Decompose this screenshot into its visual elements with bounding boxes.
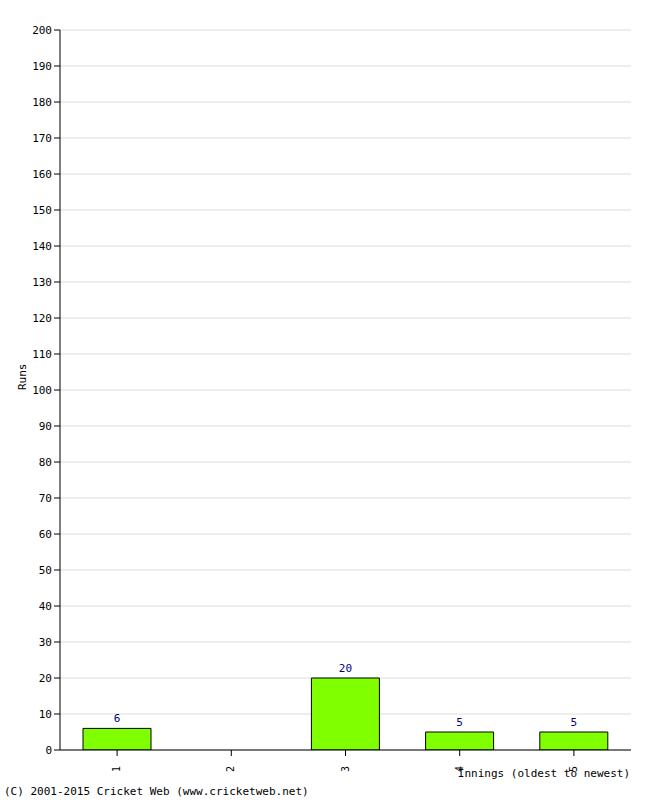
svg-text:3: 3 [340,766,351,772]
svg-text:30: 30 [39,636,52,649]
svg-text:130: 130 [32,276,52,289]
svg-text:170: 170 [32,132,52,145]
svg-text:50: 50 [39,564,52,577]
html-text:(C) 2001-2015 Cricket Web (www: (C) 2001-2015 Cricket Web (www.cricketwe… [4,785,309,798]
html-text:Innings (oldest to newest): Innings (oldest to newest) [457,767,630,780]
svg-text:6: 6 [114,712,121,725]
svg-text:20: 20 [39,672,52,685]
svg-text:180: 180 [32,96,52,109]
svg-text:160: 160 [32,168,52,181]
svg-text:20: 20 [339,662,352,675]
svg-text:90: 90 [39,420,52,433]
svg-text:70: 70 [39,492,52,505]
svg-text:100: 100 [32,384,52,397]
svg-text:150: 150 [32,204,52,217]
svg-text:140: 140 [32,240,52,253]
svg-text:60: 60 [39,528,52,541]
svg-text:200: 200 [32,24,52,37]
svg-text:120: 120 [32,312,52,325]
svg-text:110: 110 [32,348,52,361]
svg-text:0: 0 [45,744,52,757]
svg-text:5: 5 [570,716,577,729]
svg-text:10: 10 [39,708,52,721]
svg-text:Runs: Runs [16,364,29,391]
svg-text:190: 190 [32,60,52,73]
svg-text:2: 2 [225,766,236,772]
svg-text:5: 5 [456,716,463,729]
svg-text:80: 80 [39,456,52,469]
svg-text:40: 40 [39,600,52,613]
svg-text:1: 1 [111,766,122,772]
